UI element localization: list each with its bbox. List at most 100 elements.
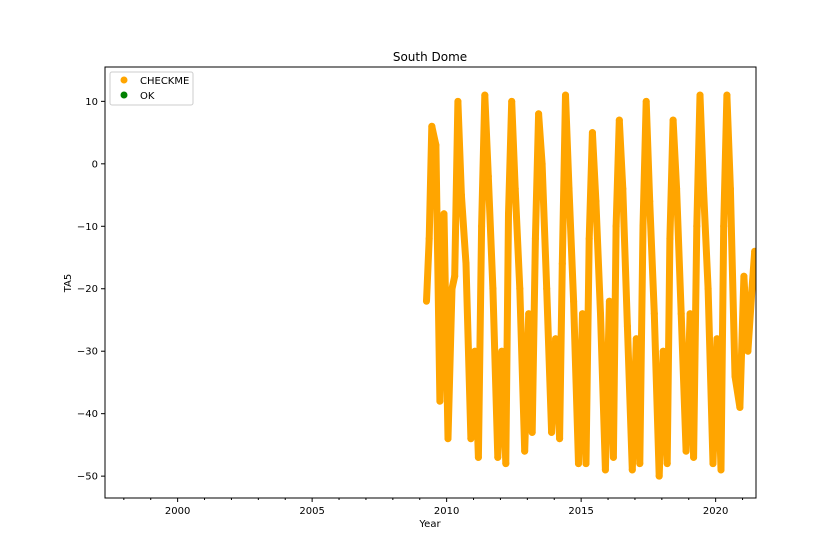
- data-point: [748, 285, 756, 293]
- data-point: [601, 466, 609, 474]
- data-point: [478, 222, 486, 230]
- data-point: [494, 453, 502, 461]
- data-point: [543, 285, 551, 293]
- data-point: [511, 185, 519, 193]
- legend-label-ok: OK: [140, 91, 155, 102]
- data-point: [474, 453, 482, 461]
- data-point: [562, 91, 570, 99]
- data-point: [628, 466, 636, 474]
- data-point: [457, 191, 465, 199]
- data-point: [605, 297, 613, 305]
- data-point: [632, 335, 640, 343]
- data-point: [682, 447, 690, 455]
- x-tick-label-2015: 2015: [568, 506, 593, 517]
- data-point: [646, 197, 654, 205]
- data-point: [535, 110, 543, 118]
- data-point: [720, 222, 728, 230]
- data-point: [686, 310, 694, 318]
- data-point: [436, 397, 444, 405]
- data-point: [731, 372, 739, 380]
- series-checkme: [422, 91, 756, 480]
- data-point: [467, 435, 475, 443]
- data-point: [709, 460, 717, 468]
- data-point: [713, 335, 721, 343]
- x-tick-label-2010: 2010: [434, 506, 459, 517]
- data-point: [585, 235, 593, 243]
- data-point: [422, 297, 430, 305]
- data-point: [502, 460, 510, 468]
- data-point: [440, 210, 448, 218]
- data-point: [451, 272, 459, 280]
- y-axis-label: TA5: [63, 274, 74, 294]
- data-point: [609, 453, 617, 461]
- data-point: [717, 466, 725, 474]
- data-point: [723, 91, 731, 99]
- data-point: [655, 472, 663, 480]
- y-axis: 10 0 −10 −20 −30 −40 −50: [77, 97, 105, 483]
- data-point: [673, 185, 681, 193]
- data-point: [639, 222, 647, 230]
- chart-title: South Dome: [393, 50, 467, 64]
- data-layer: [422, 91, 756, 480]
- data-point: [736, 403, 744, 411]
- data-point: [448, 285, 456, 293]
- y-tick-label--10: −10: [77, 222, 98, 233]
- y-tick-label--50: −50: [77, 472, 98, 483]
- data-point: [666, 235, 674, 243]
- data-point: [582, 460, 590, 468]
- data-point: [740, 272, 748, 280]
- data-point: [642, 97, 650, 105]
- data-point: [498, 347, 506, 355]
- data-point: [704, 285, 712, 293]
- data-point: [570, 297, 578, 305]
- data-point: [612, 222, 620, 230]
- data-point: [588, 129, 596, 137]
- data-point: [428, 122, 436, 130]
- data-point: [471, 347, 479, 355]
- data-point: [516, 285, 524, 293]
- y-tick-label--20: −20: [77, 284, 98, 295]
- legend-marker-ok: [120, 91, 128, 99]
- data-point: [696, 91, 704, 99]
- x-tick-label-2005: 2005: [299, 506, 324, 517]
- data-point: [538, 160, 546, 168]
- data-point: [726, 185, 734, 193]
- data-point: [481, 91, 489, 99]
- data-point: [548, 428, 556, 436]
- data-point: [751, 247, 756, 255]
- data-point: [552, 335, 560, 343]
- plot-frame: [104, 66, 757, 499]
- data-point: [677, 310, 685, 318]
- data-point: [615, 116, 623, 124]
- data-point: [489, 285, 497, 293]
- data-point: [425, 235, 433, 243]
- data-point: [693, 222, 701, 230]
- data-point: [700, 185, 708, 193]
- y-tick-label--40: −40: [77, 409, 98, 420]
- y-tick-label-0: 0: [92, 159, 98, 170]
- data-point: [484, 172, 492, 180]
- data-point: [669, 116, 677, 124]
- data-point: [432, 141, 440, 149]
- data-point: [659, 347, 667, 355]
- x-axis-label: Year: [418, 519, 441, 530]
- data-point: [690, 453, 698, 461]
- data-point: [619, 185, 627, 193]
- legend: CHECKME OK: [109, 71, 194, 106]
- data-point: [528, 428, 536, 436]
- x-tick-label-2020: 2020: [703, 506, 728, 517]
- data-point: [505, 210, 513, 218]
- y-tick-label-10: 10: [85, 97, 98, 108]
- x-tick-label-2000: 2000: [165, 506, 190, 517]
- data-point: [578, 310, 586, 318]
- data-point: [454, 97, 462, 105]
- legend-marker-checkme: [120, 76, 128, 84]
- data-point: [558, 260, 566, 268]
- data-point: [462, 260, 470, 268]
- data-point: [531, 235, 539, 243]
- data-point: [574, 460, 582, 468]
- data-point: [444, 435, 452, 443]
- data-point: [556, 435, 564, 443]
- data-point: [636, 460, 644, 468]
